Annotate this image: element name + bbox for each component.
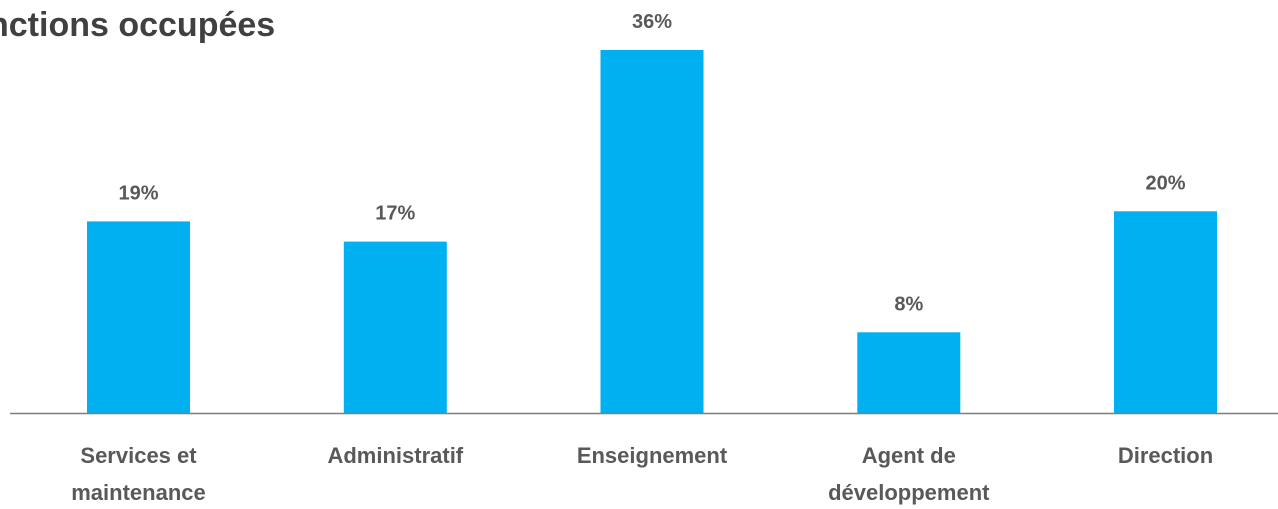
chart-title: nctions occupées [0,6,276,44]
bar-3 [857,332,961,413]
bar-2 [600,50,704,413]
category-label-3-line-0: Agent de [862,443,956,468]
data-label-2: 36% [632,11,672,33]
category-label-0-line-0: Services et [80,443,197,468]
category-label-2: Enseignement [577,443,728,468]
category-label-0-line-1: maintenance [71,480,206,505]
bar-0 [87,221,190,413]
bar-1 [343,241,447,413]
data-label-0: 19% [118,182,158,204]
data-label-3: 8% [894,293,923,315]
category-label-1: Administratif [327,443,463,468]
category-label-3-line-1: développement [828,480,990,505]
data-label-4: 20% [1145,172,1185,194]
data-label-1: 17% [375,203,415,225]
category-label-4: Direction [1118,443,1213,468]
bar-4 [1114,211,1217,413]
